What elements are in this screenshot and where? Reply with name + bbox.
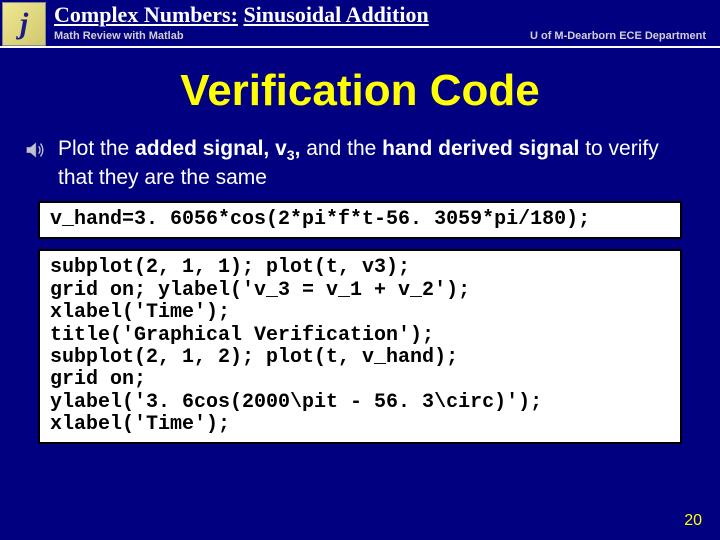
- bullet-text: Plot the added signal, v3, and the hand …: [58, 136, 696, 191]
- page-number: 20: [684, 512, 702, 530]
- bullet-bold1a: added signal, v: [135, 137, 287, 160]
- header-text-block: Complex Numbers: Sinusoidal Addition Mat…: [54, 0, 720, 42]
- breadcrumb: Complex Numbers: Sinusoidal Addition: [54, 2, 720, 28]
- code2-l5: subplot(2, 1, 2); plot(t, v_hand);: [50, 347, 670, 369]
- bullet-row: Plot the added signal, v3, and the hand …: [24, 136, 696, 191]
- code2-l7: ylabel('3. 6cos(2000\pit - 56. 3\circ)')…: [50, 392, 670, 414]
- code2-l3: xlabel('Time');: [50, 302, 670, 324]
- code2-l6: grid on;: [50, 369, 670, 391]
- subheader-left: Math Review with Matlab: [54, 30, 184, 42]
- bullet-bold1-sub: 3: [287, 147, 295, 163]
- speaker-icon: [24, 139, 46, 161]
- subheader-row: Math Review with Matlab U of M-Dearborn …: [54, 30, 720, 42]
- bullet-mid: and the: [300, 137, 382, 160]
- bullet-pre: Plot the: [58, 137, 135, 160]
- code2-l4: title('Graphical Verification');: [50, 325, 670, 347]
- code2-l2: grid on; ylabel('v_3 = v_1 + v_2');: [50, 280, 670, 302]
- code-box-1: v_hand=3. 6056*cos(2*pi*f*t-56. 3059*pi/…: [38, 201, 682, 239]
- slide-title: Verification Code: [0, 66, 720, 116]
- code2-l1: subplot(2, 1, 1); plot(t, v3);: [50, 257, 670, 279]
- logo-j: j: [2, 2, 46, 46]
- breadcrumb-part-2: Sinusoidal Addition: [243, 2, 428, 27]
- subheader-right: U of M-Dearborn ECE Department: [530, 30, 706, 42]
- code1-line: v_hand=3. 6056*cos(2*pi*f*t-56. 3059*pi/…: [50, 209, 670, 231]
- code-box-2: subplot(2, 1, 1); plot(t, v3); grid on; …: [38, 249, 682, 444]
- slide-header: j Complex Numbers: Sinusoidal Addition M…: [0, 0, 720, 48]
- breadcrumb-part-1: Complex Numbers:: [54, 2, 238, 27]
- bullet-bold2: hand derived signal: [382, 137, 579, 160]
- code2-l8: xlabel('Time');: [50, 414, 670, 436]
